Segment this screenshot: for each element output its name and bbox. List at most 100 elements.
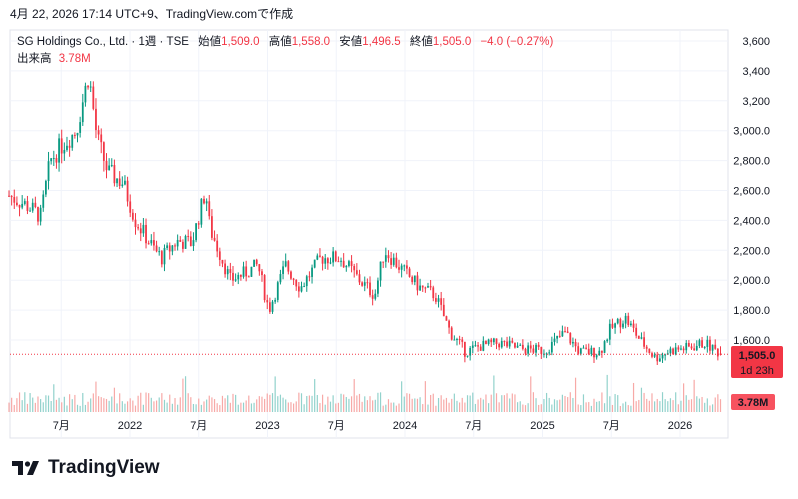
candle-body xyxy=(97,130,100,135)
open-label: 始値 xyxy=(198,36,222,48)
volume-bar xyxy=(45,395,47,412)
volume-bar xyxy=(319,403,321,412)
volume-bar xyxy=(693,379,695,412)
candle-body xyxy=(34,202,37,208)
candle-body xyxy=(50,158,53,162)
candle-body xyxy=(601,350,603,353)
volume-bar xyxy=(192,403,195,412)
candle-body xyxy=(242,266,245,277)
candle-body xyxy=(653,354,656,357)
candle-body xyxy=(55,158,58,163)
volume-bar xyxy=(688,399,690,412)
candle-body xyxy=(303,286,306,288)
volume-bar xyxy=(427,404,429,412)
candle-body xyxy=(118,178,121,186)
volume-bar xyxy=(155,400,158,412)
price-badge-price: 1,505.0 xyxy=(739,350,776,362)
volume-bar xyxy=(111,396,113,412)
volume-bar xyxy=(100,397,102,412)
candle-body xyxy=(387,255,390,259)
candle-body xyxy=(8,195,10,197)
volume-bar xyxy=(543,399,545,412)
x-tick-label: 7月 xyxy=(328,420,345,432)
volume-bar xyxy=(97,396,100,412)
volume-bar xyxy=(672,400,674,412)
volume-bar xyxy=(8,402,10,412)
candle-body xyxy=(105,160,108,171)
volume-bar xyxy=(461,397,463,412)
volume-bar xyxy=(374,399,376,412)
candle-body xyxy=(26,201,29,211)
volume-bar xyxy=(569,392,571,412)
candle-body xyxy=(184,236,187,249)
volume-bar xyxy=(561,394,563,412)
volume-bar xyxy=(285,399,287,412)
candle-body xyxy=(608,323,611,340)
candle-body xyxy=(490,339,493,343)
candles xyxy=(8,81,722,365)
volume-bar xyxy=(229,402,231,412)
volume-bar xyxy=(345,397,347,412)
volume-value: 3.78M xyxy=(58,53,91,65)
candle-body xyxy=(640,337,643,339)
volume-bar xyxy=(680,400,682,412)
volume-bar xyxy=(137,395,139,412)
candle-body xyxy=(124,180,126,185)
candle-body xyxy=(153,240,155,246)
high-value: 1,558.0 xyxy=(291,36,331,48)
volume-bar xyxy=(667,401,669,412)
volume-bar xyxy=(148,393,150,412)
volume-bar xyxy=(200,404,202,412)
candle-body xyxy=(102,142,105,161)
x-tick-label: 2026 xyxy=(668,420,692,432)
volume-bar xyxy=(398,403,400,412)
candle-body xyxy=(79,122,82,133)
candle-body xyxy=(382,261,385,263)
candle-body xyxy=(187,236,190,238)
candle-body xyxy=(487,339,490,344)
candle-body xyxy=(658,358,661,362)
candle-body xyxy=(432,287,435,299)
volume-bar xyxy=(126,401,129,412)
price-badge-countdown: 1d 23h xyxy=(740,365,774,377)
candle-body xyxy=(324,258,327,264)
candle-body xyxy=(282,266,284,275)
candle-body xyxy=(126,180,129,202)
time-axis: 7月 2022 7月 2023 7月 2024 7月 2025 7月 2026 xyxy=(53,420,693,432)
candle-body xyxy=(469,347,472,356)
volume-bar xyxy=(140,392,142,412)
volume-bar xyxy=(277,396,279,412)
volume-bar xyxy=(74,394,76,412)
candle-body xyxy=(179,239,182,242)
candle-body xyxy=(255,259,258,265)
volume-bar xyxy=(411,398,413,412)
tradingview-logo[interactable]: TradingView xyxy=(12,457,160,479)
candle-body xyxy=(350,261,353,267)
volume-bar xyxy=(314,379,316,412)
volume-bar xyxy=(714,397,716,412)
volume-bar xyxy=(577,404,579,412)
candle-body xyxy=(611,323,614,328)
volume-bar xyxy=(34,402,36,412)
volume-bar xyxy=(448,402,450,412)
volume-bar xyxy=(530,376,532,412)
volume-bar xyxy=(464,402,466,412)
candle-body xyxy=(39,207,42,222)
candle-body xyxy=(440,298,443,305)
volume-bar xyxy=(134,405,137,412)
volume-bar xyxy=(369,396,371,412)
candle-body xyxy=(498,343,501,348)
x-tick-label: 2023 xyxy=(255,420,279,432)
candle-body xyxy=(195,223,197,241)
candle-body xyxy=(582,347,585,349)
candle-body xyxy=(208,201,211,217)
volume-bar xyxy=(488,403,490,412)
volume-bar xyxy=(532,392,535,412)
volume-bar xyxy=(11,397,13,412)
volume-bar xyxy=(232,393,234,412)
volume-bar xyxy=(105,398,108,412)
volume-bar xyxy=(195,404,197,412)
candle-body xyxy=(506,341,508,347)
candle-body xyxy=(189,236,192,246)
